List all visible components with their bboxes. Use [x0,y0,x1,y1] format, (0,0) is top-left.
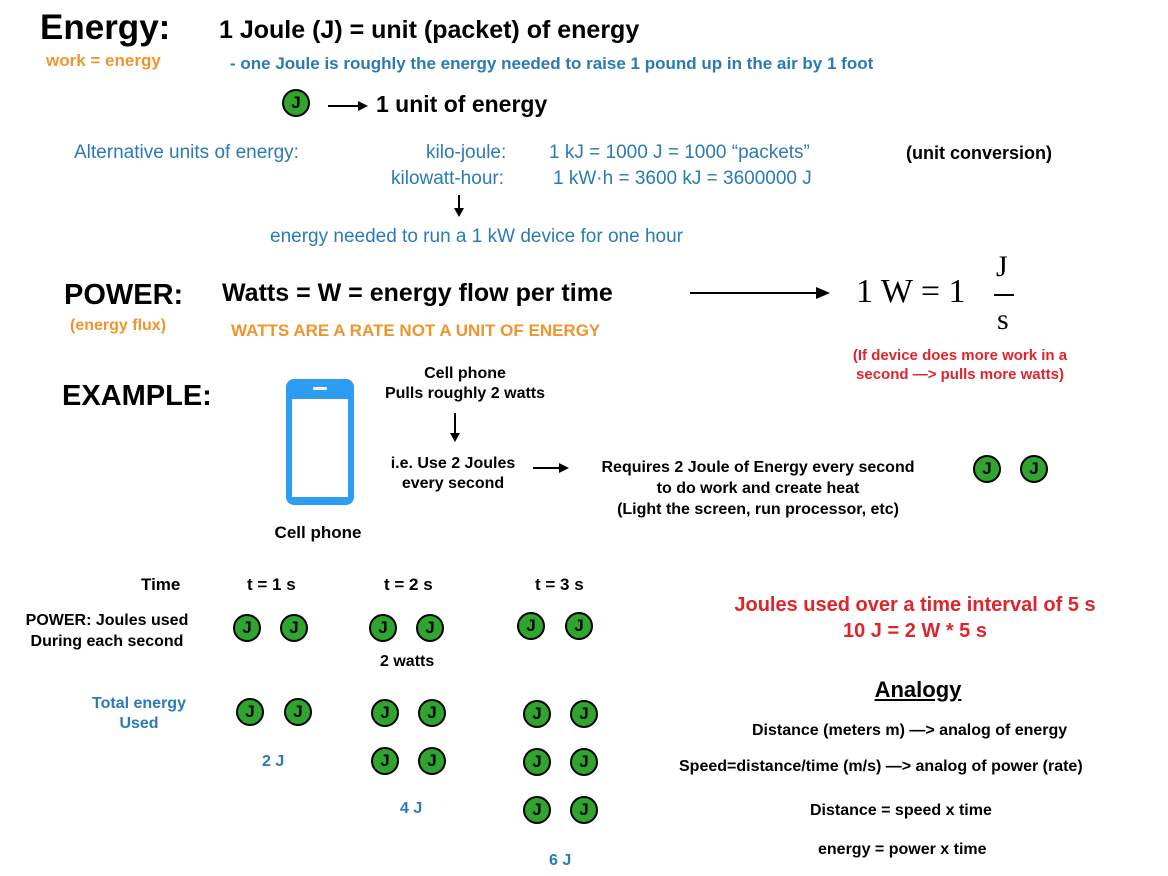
energy-subtitle: work = energy [46,51,161,70]
summary-line1: Joules used over a time interval of 5 s [734,594,1096,616]
ie-text-line2: every second [401,475,505,492]
power-row-label: POWER: Joules used During each second [8,610,206,652]
joule-coin-icon: J [570,700,598,728]
phone-info-watts: Pulls roughly 2 watts [384,385,546,402]
formula-denominator: s [997,303,1009,336]
joule-coin-icon: J [280,614,308,642]
power-row-line2: During each second [30,633,184,650]
joule-coin-icon: J [570,796,598,824]
example-title: EXAMPLE: [62,380,212,412]
time-col-2: t = 2 s [384,575,433,594]
phone-info-title: Cell phone [424,365,506,382]
formula-left: 1 W = 1 [856,273,966,310]
analogy-line4: energy = power x time [818,841,987,858]
formula-fraction-bar [994,294,1014,296]
summary-line2: 10 J = 2 W * 5 s [843,620,987,642]
requires-text: Requires 2 Joule of Energy every second … [578,457,938,520]
kwh-name: kilowatt-hour: [391,168,504,189]
unit-of-energy-label: 1 unit of energy [376,91,548,117]
joule-coin-icon: J [416,614,444,642]
cell-phone-label: Cell phone [274,523,362,542]
power-row-line1: POWER: Joules used [25,612,189,629]
requires-line3: (Light the screen, run processor, etc) [617,501,899,518]
kwh-value: 1 kW·h = 3600 kJ = 3600000 J [553,168,812,189]
analogy-title: Analogy [874,677,962,702]
power-title: POWER: [64,279,184,311]
ie-text-line1: i.e. Use 2 Joules [390,455,516,472]
joule-coin-icon: J [570,748,598,776]
joule-coin-icon: J [418,747,446,775]
joule-coin-icon: J [565,612,593,640]
phone-info: Cell phone Pulls roughly 2 watts [365,364,565,404]
arrow-right-long-icon [690,287,830,299]
arrow-down-icon [450,413,460,442]
joule-coin-icon: J [523,700,551,728]
joule-coin-icon: J [517,612,545,640]
power-subtitle: (energy flux) [70,317,167,334]
joule-coin-icon: J [369,614,397,642]
ie-text: i.e. Use 2 Joules every second [373,454,533,494]
joule-definition: 1 Joule (J) = unit (packet) of energy [219,16,640,44]
arrow-right-icon [328,101,368,111]
power-note-line1: (If device does more work in a [852,347,1068,364]
joule-description: - one Joule is roughly the energy needed… [230,54,874,73]
energy-title: Energy: [40,8,171,47]
joule-coin-icon: J [284,698,312,726]
power-definition: Watts = W = energy flow per time [222,279,613,307]
kj-value: 1 kJ = 1000 J = 1000 “packets” [549,142,810,163]
cell-phone-icon [286,379,354,505]
formula-numerator: J [996,250,1008,283]
joule-coin-icon: J [282,89,310,117]
joule-coin-icon: J [371,747,399,775]
arrow-right-icon [533,463,569,473]
joule-coin-icon: J [523,796,551,824]
joule-coin-icon: J [418,699,446,727]
analogy-line1: Distance (meters m) —> analog of energy [752,722,1068,739]
kwh-description: energy needed to run a 1 kW device for o… [270,226,683,247]
total-row-line1: Total energy [92,695,186,712]
arrow-down-icon [454,195,464,217]
total-col-3: 6 J [549,852,572,869]
time-col-1: t = 1 s [247,575,296,594]
total-row-label: Total energy Used [70,694,208,734]
requires-line1: Requires 2 Joule of Energy every second [601,459,915,476]
power-warning: WATTS ARE A RATE NOT A UNIT OF ENERGY [231,321,601,340]
alt-units-label: Alternative units of energy: [74,142,299,163]
analogy-line3: Distance = speed x time [810,802,992,819]
summary: Joules used over a time interval of 5 s … [680,592,1150,644]
kj-name: kilo-joule: [426,142,507,163]
power-note: (If device does more work in a second —>… [810,346,1110,384]
joule-coin-icon: J [233,614,261,642]
total-col-1: 2 J [262,753,285,770]
joule-coin-icon: J [1020,455,1048,483]
total-row-line2: Used [119,715,159,732]
requires-line2: to do work and create heat [656,480,860,497]
time-label: Time [141,575,181,594]
analogy-line2: Speed=distance/time (m/s) —> analog of p… [679,758,1083,775]
joule-coin-icon: J [371,699,399,727]
unit-conversion-label: (unit conversion) [906,143,1053,163]
watts-label: 2 watts [380,653,435,670]
power-note-line2: second —> pulls more watts) [856,366,1064,383]
joule-coin-icon: J [973,455,1001,483]
joule-coin-icon: J [236,698,264,726]
time-col-3: t = 3 s [535,575,584,594]
total-col-2: 4 J [400,800,423,817]
joule-coin-icon: J [523,748,551,776]
